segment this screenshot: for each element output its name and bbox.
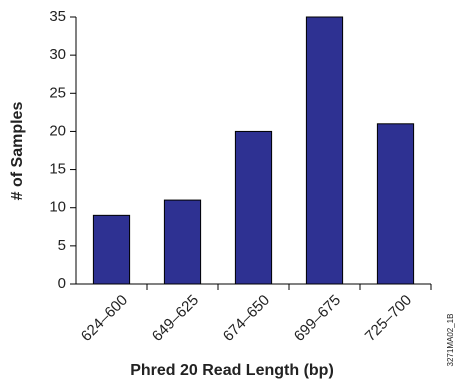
y-tick-label: 25 — [49, 84, 66, 101]
bar — [163, 199, 202, 285]
bar — [92, 214, 131, 285]
figure-id: 3271MA02_1B — [446, 314, 455, 367]
y-tick-label: 10 — [49, 199, 66, 216]
x-tick-label: 649–625 — [149, 292, 202, 345]
y-axis-label: # of Samples — [9, 102, 26, 201]
x-axis-label: Phred 20 Read Length (bp) — [130, 362, 334, 379]
bar — [376, 123, 415, 285]
y-tick-label: 30 — [49, 46, 66, 63]
bar — [234, 130, 273, 285]
x-tick-label: 624–600 — [78, 292, 131, 345]
y-tick-label: 5 — [58, 237, 66, 254]
x-tick-label: 674–650 — [220, 292, 273, 345]
y-tick-label: 35 — [49, 8, 66, 25]
x-tick-label: 699–675 — [291, 292, 344, 345]
y-tick-label: 0 — [58, 275, 66, 292]
bar — [305, 16, 344, 285]
x-tick-label: 725–700 — [362, 292, 415, 345]
y-tick-label: 15 — [49, 161, 66, 178]
y-tick-label: 20 — [49, 122, 66, 139]
